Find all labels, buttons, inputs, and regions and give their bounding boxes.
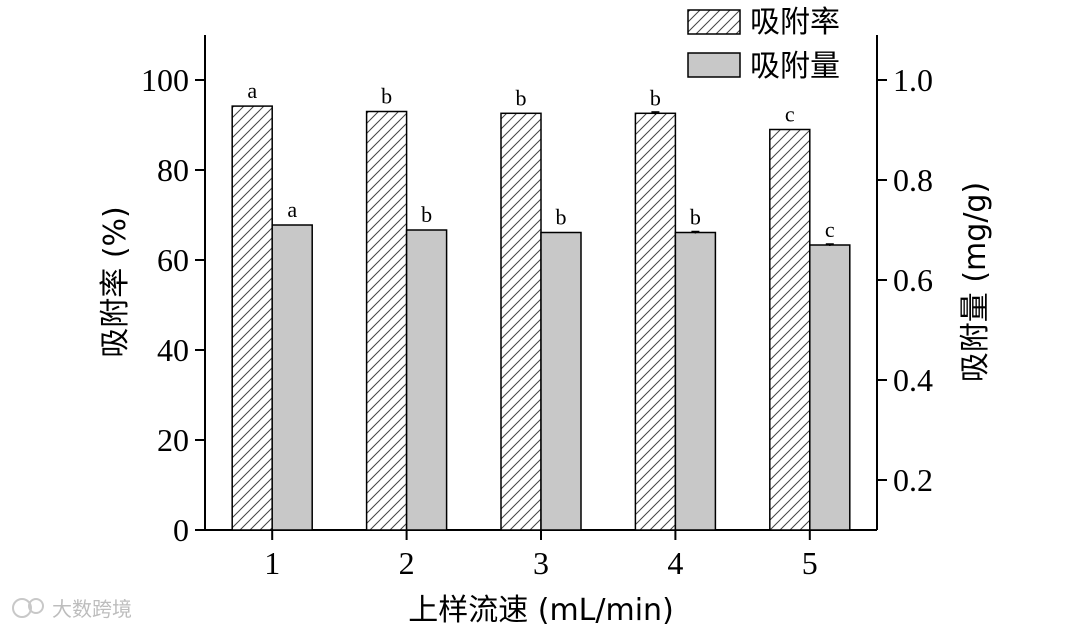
significance-label: c [825, 217, 835, 242]
significance-label: b [381, 84, 392, 109]
significance-label: b [421, 202, 432, 227]
significance-label: a [247, 78, 257, 103]
bar-adsorption-rate [365, 110, 408, 531]
bar-adsorption-rate [231, 105, 273, 531]
bar-adsorption-capacity [674, 231, 717, 531]
right-tick-label: 0.4 [893, 362, 933, 398]
x-tick-label: 2 [399, 545, 415, 581]
watermark-logo-icon-2 [28, 598, 44, 614]
x-tick-label: 1 [264, 545, 280, 581]
significance-label: b [516, 85, 527, 110]
left-tick-label: 0 [173, 512, 189, 548]
right-axis-title: 吸附量 (mg/g) [958, 182, 993, 382]
bar-adsorption-capacity [809, 244, 851, 531]
right-tick-label: 0.8 [893, 162, 933, 198]
right-tick-label: 0.2 [893, 462, 933, 498]
legend-label-capacity: 吸附量 [750, 49, 840, 84]
x-tick-label: 5 [802, 545, 818, 581]
left-axis-ticks: 0 20 40 60 80 100 [141, 62, 205, 548]
watermark-logo-icon [12, 598, 32, 618]
left-tick-label: 60 [157, 242, 189, 278]
significance-label: c [785, 102, 795, 127]
right-axis-ticks: 0.2 0.4 0.6 0.8 1.0 [877, 62, 933, 498]
left-tick-label: 40 [157, 332, 189, 368]
bar-adsorption-capacity [271, 224, 313, 531]
watermark: 大数跨境 [12, 597, 132, 621]
bar-adsorption-rate [500, 112, 542, 531]
x-tick-label: 4 [667, 545, 683, 581]
bar-adsorption-capacity [405, 229, 448, 531]
legend: 吸附率 吸附量 [687, 5, 840, 84]
x-tick-label: 3 [533, 545, 549, 581]
significance-label: b [650, 85, 661, 110]
right-tick-label: 0.6 [893, 262, 933, 298]
left-tick-label: 80 [157, 152, 189, 188]
legend-swatch-capacity [687, 52, 741, 78]
right-tick-label: 1.0 [893, 62, 933, 98]
left-tick-label: 20 [157, 422, 189, 458]
x-axis-ticks: 1 2 3 4 5 [264, 530, 818, 581]
bar-adsorption-capacity [540, 231, 582, 531]
bar-adsorption-rate [769, 128, 811, 531]
left-axis-title: 吸附率 (%) [98, 206, 133, 357]
x-axis-title: 上样流速 (mL/min) [408, 593, 674, 628]
legend-label-rate: 吸附率 [750, 5, 840, 40]
significance-label: b [556, 205, 567, 230]
legend-swatch-rate [687, 9, 741, 35]
watermark-text: 大数跨境 [52, 597, 132, 621]
left-tick-label: 100 [141, 62, 189, 98]
bar-adsorption-rate [634, 112, 677, 531]
significance-label: b [690, 205, 701, 230]
bar-group: a a b b b b b b c c [231, 78, 851, 531]
significance-label: a [287, 197, 297, 222]
